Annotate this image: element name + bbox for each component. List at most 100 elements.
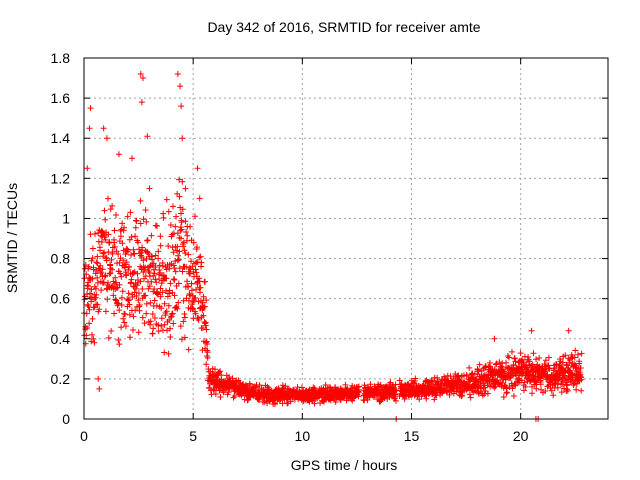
data-point (138, 253, 145, 260)
data-point (144, 133, 151, 140)
data-point (141, 320, 148, 327)
data-point (111, 239, 118, 246)
data-point (217, 394, 224, 401)
x-tick-label: 0 (80, 428, 88, 444)
data-point (98, 269, 105, 276)
data-point (396, 377, 403, 384)
data-point (157, 293, 164, 300)
data-point (197, 284, 204, 291)
data-point (83, 310, 90, 317)
data-point (475, 368, 482, 375)
data-point (89, 255, 96, 262)
data-point (94, 274, 101, 281)
data-point (311, 385, 318, 392)
data-point (128, 276, 135, 283)
data-point (156, 262, 163, 269)
data-point (193, 269, 200, 276)
data-point (165, 208, 172, 215)
data-point (101, 207, 108, 214)
data-point (578, 376, 585, 383)
data-point (367, 381, 374, 388)
data-point (137, 220, 144, 227)
data-point (529, 390, 536, 397)
data-point (155, 248, 162, 255)
data-point (264, 383, 271, 390)
data-point (161, 321, 168, 328)
data-point (147, 321, 154, 328)
data-point (564, 387, 571, 394)
data-point (104, 195, 111, 202)
data-point (466, 364, 473, 371)
data-point (151, 314, 158, 321)
data-point (139, 244, 146, 251)
x-tick-label: 10 (295, 428, 311, 444)
data-point (355, 383, 362, 390)
data-point (176, 193, 183, 200)
data-point (102, 216, 109, 223)
data-point (188, 258, 195, 265)
data-point (167, 221, 174, 228)
data-point (131, 250, 138, 257)
data-point (554, 384, 561, 391)
data-point (563, 381, 570, 388)
data-point (180, 243, 187, 250)
data-point (100, 125, 107, 132)
data-point (525, 353, 532, 360)
data-point (554, 380, 561, 387)
data-point (165, 350, 172, 357)
data-point (136, 307, 143, 314)
y-tick-label: 0.2 (51, 371, 71, 387)
data-point (143, 218, 150, 225)
data-point (123, 259, 130, 266)
data-point (565, 327, 572, 334)
data-point (178, 219, 185, 226)
data-point (183, 228, 190, 235)
data-point (530, 350, 537, 357)
data-point (171, 292, 178, 299)
data-point (167, 280, 174, 287)
y-tick-label: 0.4 (51, 331, 71, 347)
data-point (467, 394, 474, 401)
data-point (127, 334, 134, 341)
data-point (428, 377, 435, 384)
data-point (89, 315, 96, 322)
y-tick-label: 0.8 (51, 251, 71, 267)
data-point (86, 276, 93, 283)
data-point (187, 266, 194, 273)
data-point (137, 71, 144, 78)
data-point (118, 324, 125, 331)
data-point (103, 255, 110, 262)
data-point (108, 256, 115, 263)
data-point (130, 269, 137, 276)
data-point (153, 279, 160, 286)
data-point (135, 297, 142, 304)
data-point (203, 361, 210, 368)
data-point (190, 239, 197, 246)
data-point (177, 83, 184, 90)
data-point (92, 285, 99, 292)
data-point (115, 336, 122, 343)
data-point (119, 240, 126, 247)
data-point (526, 358, 533, 365)
data-point (537, 381, 544, 388)
data-point (121, 224, 128, 231)
data-point (492, 383, 499, 390)
data-point (86, 306, 93, 313)
data-point (505, 354, 512, 361)
data-point (111, 280, 118, 287)
data-point (134, 270, 141, 277)
data-point (155, 255, 162, 262)
data-point (106, 239, 113, 246)
data-point (170, 276, 177, 283)
data-point (466, 391, 473, 398)
data-point (176, 176, 183, 183)
data-point (111, 227, 118, 234)
data-point (194, 165, 201, 172)
data-point (159, 289, 166, 296)
data-point (192, 294, 199, 301)
data-point (161, 349, 168, 356)
data-point (144, 237, 151, 244)
data-point (458, 393, 465, 400)
data-point (163, 308, 170, 315)
